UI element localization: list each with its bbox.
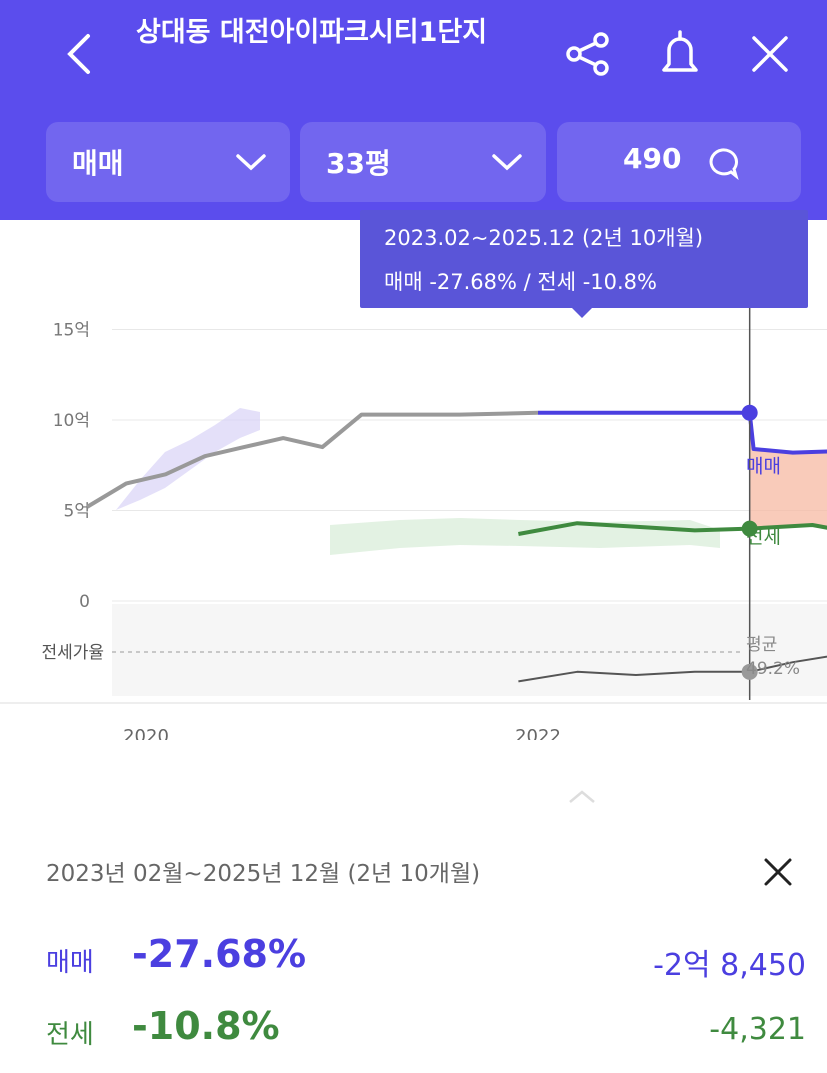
- summary-range: 2023년 02월~2025년 12월 (2년 10개월): [46, 861, 481, 887]
- sale-series-line: [538, 410, 827, 455]
- change-area-fill: [749, 412, 827, 529]
- back-icon[interactable]: [56, 26, 106, 82]
- x-tick-label: 2022: [515, 726, 561, 740]
- ratio-band: [112, 604, 827, 696]
- jeonse-percent: -10.8%: [132, 1004, 280, 1048]
- jeonse-end-label: 전세: [746, 526, 781, 548]
- chevron-down-icon: [236, 154, 266, 171]
- tooltip-range: 2023.02~2025.12 (2년 10개월): [384, 226, 704, 250]
- ratio-series-line: [518, 655, 827, 683]
- trade-type-dropdown[interactable]: 매매: [46, 122, 290, 202]
- comments-button[interactable]: 490: [557, 122, 801, 202]
- summary-row-sale: 매매 -27.68% -2억 8,450: [46, 932, 806, 984]
- y-tick-label: 5억: [64, 502, 90, 522]
- bell-icon[interactable]: [654, 26, 706, 82]
- comment-icon: [709, 148, 739, 180]
- sale-end-label: 매매: [746, 455, 781, 477]
- ratio-start-point: [741, 663, 758, 680]
- ratio-end-value: 49.2%: [746, 659, 800, 679]
- header: 상대동 대전아이파크시티1단지 매매 33평 490: [0, 0, 827, 220]
- ratio-label: 전세가율: [41, 643, 104, 663]
- jeonse-series-line: [518, 521, 827, 536]
- jeonse-start-point: [741, 520, 758, 537]
- x-tick-label: 2020: [123, 726, 169, 740]
- tooltip-values: 매매 -27.68% / 전세 -10.8%: [384, 270, 657, 294]
- trade-type-label: 매매: [72, 147, 124, 180]
- share-icon[interactable]: [562, 26, 614, 82]
- page-title: 상대동 대전아이파크시티1단지: [136, 17, 488, 48]
- tooltip-arrow: [572, 308, 592, 318]
- y-tick-label: 0: [79, 592, 90, 612]
- size-label: 33평: [326, 147, 391, 180]
- jeonse-amount: -4,321: [709, 1012, 806, 1047]
- sale-amount: -2억 8,450: [653, 948, 806, 983]
- y-tick-label: 10억: [53, 411, 90, 431]
- sale-start-point: [741, 404, 758, 421]
- sale-series-line-early: [86, 410, 539, 509]
- jeonse-range-band: [330, 518, 720, 555]
- size-dropdown[interactable]: 33평: [300, 122, 546, 202]
- close-icon[interactable]: [744, 26, 796, 82]
- sale-percent: -27.68%: [132, 932, 307, 976]
- chevron-down-icon: [492, 154, 522, 171]
- y-tick-label: 15억: [53, 321, 90, 341]
- ratio-end-label: 평균: [746, 635, 777, 655]
- price-chart[interactable]: 15억10억5억0전세가율202020222024매매전세평균49.2%: [0, 220, 827, 740]
- sale-label: 매매: [46, 948, 94, 978]
- price-chart-svg: 15억10억5억0전세가율202020222024매매전세평균49.2%: [0, 300, 827, 740]
- jeonse-label: 전세: [46, 1020, 94, 1050]
- collapse-icon[interactable]: [566, 786, 598, 806]
- summary-row-jeonse: 전세 -10.8% -4,321: [46, 1004, 806, 1056]
- comment-count: 490: [623, 142, 682, 175]
- period-tooltip: 2023.02~2025.12 (2년 10개월) 매매 -27.68% / 전…: [360, 210, 808, 318]
- sale-range-band: [116, 408, 260, 510]
- summary-close-icon[interactable]: [760, 854, 796, 890]
